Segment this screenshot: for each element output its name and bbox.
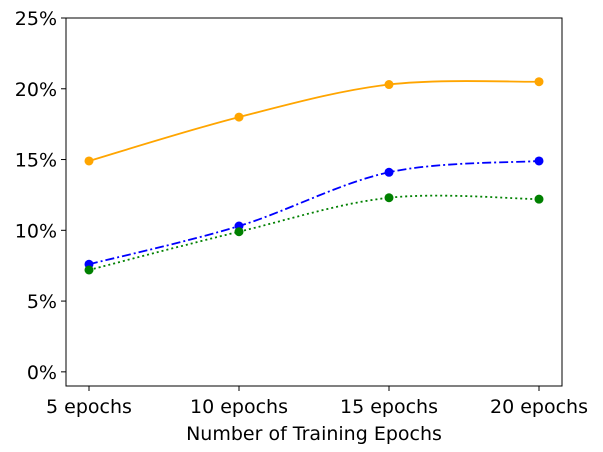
green-series-point [234, 227, 244, 237]
blue-series [84, 156, 544, 269]
orange-series-point [84, 156, 94, 166]
y-tick-label: 15% [15, 150, 57, 172]
green-series-point [534, 194, 544, 204]
plot-area [65, 17, 563, 387]
orange-series-point [534, 77, 544, 87]
blue-series-point [534, 156, 544, 166]
x-tick-label: 15 epochs [340, 396, 438, 418]
x-axis: 5 epochs 10 epochs 15 epochs 20 epochs [46, 386, 588, 418]
orange-series-point [384, 80, 394, 90]
green-series-point [384, 193, 394, 203]
y-tick-label: 5% [27, 291, 57, 313]
y-tick-label: 10% [15, 220, 57, 242]
orange-series-line [88, 80, 540, 162]
x-tick-label: 20 epochs [490, 396, 588, 418]
orange-series-point [234, 112, 244, 122]
blue-series-point [384, 167, 394, 177]
y-tick-label: 0% [27, 362, 57, 384]
x-axis-title: Number of Training Epochs [186, 423, 442, 445]
green-series-point [84, 265, 94, 275]
y-axis: 0% 5% 10% 15% 20% 25% [15, 8, 66, 384]
green-series [84, 193, 544, 275]
x-tick-label: 10 epochs [190, 396, 288, 418]
blue-series-line [88, 160, 540, 266]
series-layer [84, 77, 544, 275]
x-tick-label: 5 epochs [46, 396, 132, 418]
y-tick-label: 25% [15, 8, 57, 30]
y-tick-label: 20% [15, 79, 57, 101]
orange-series [84, 77, 544, 166]
